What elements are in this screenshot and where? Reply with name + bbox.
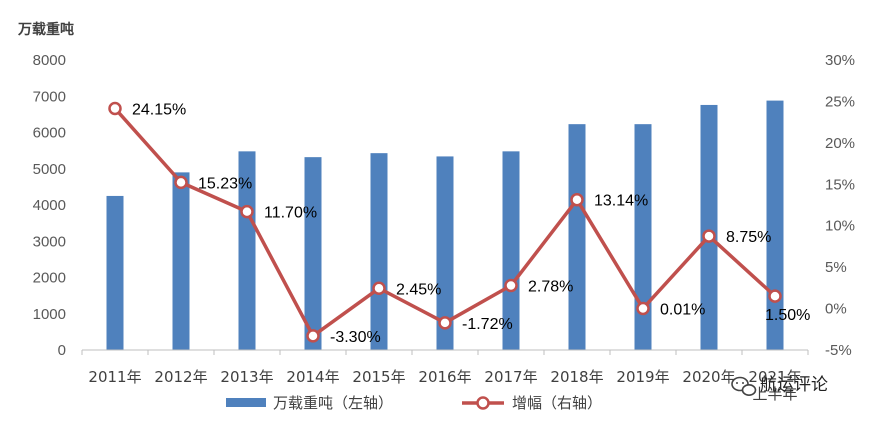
x-axis-tick-label: 2014年 [286, 368, 339, 386]
x-axis-tick-label: 2018年 [550, 368, 603, 386]
x-axis-tick-label: 2020年 [682, 368, 735, 386]
left-axis-tick: 4000 [33, 197, 66, 214]
left-axis-tick: 6000 [33, 125, 66, 142]
left-axis-tick: 2000 [33, 270, 66, 287]
line-point [240, 204, 254, 219]
x-axis-tick-label: 2015年 [352, 368, 405, 386]
line-data-label: 0.01% [660, 301, 705, 318]
line-series [108, 101, 782, 343]
line-point [504, 278, 518, 293]
line-point [372, 281, 386, 296]
x-axis-tick-label: 2013年 [220, 368, 273, 386]
right-axis-tick: 0% [825, 301, 847, 318]
x-axis-tick-label: 2017年 [484, 368, 537, 386]
line-point [306, 329, 320, 343]
x-axis-tick-label: 2021年上半年 [748, 368, 801, 403]
line-point [108, 101, 122, 116]
line-data-label: -3.30% [330, 329, 381, 346]
x-axis: 2011年 2012年 2013年 2014年 2015年 2016年 2017年 2018年… [81, 350, 809, 403]
right-axis: -5% 0% 5% 10% 15% 20% 25% 30% [825, 52, 855, 359]
left-axis-tick: 0 [58, 342, 66, 359]
right-axis-tick: 25% [825, 93, 855, 110]
line-data-label: 15.23% [198, 175, 252, 192]
line-data-label: -1.72% [462, 316, 513, 333]
line-data-label: 2.78% [528, 279, 573, 296]
bar-series [106, 100, 784, 350]
right-axis-tick: -5% [825, 342, 852, 359]
right-axis-tick: 5% [825, 259, 847, 276]
legend-swatch-bar [226, 398, 266, 407]
legend-label-line: 增幅（右轴） [512, 394, 602, 412]
wechat-icon [731, 376, 757, 396]
bar [370, 153, 388, 350]
line-point [174, 175, 188, 190]
left-axis-unit-label: 万载重吨 [17, 21, 74, 38]
left-axis-tick: 8000 [33, 52, 66, 69]
right-axis-tick: 20% [825, 135, 855, 152]
bar [238, 151, 256, 350]
bar [436, 156, 454, 350]
line-point [438, 316, 452, 330]
left-axis-tick: 7000 [33, 88, 66, 105]
line-point [570, 192, 584, 207]
line-data-label: 11.70% [264, 205, 317, 222]
bar [766, 100, 784, 350]
right-axis-tick: 30% [825, 52, 855, 69]
bar [304, 157, 322, 350]
line-point [702, 229, 716, 243]
x-axis-tick-label: 2012年 [154, 368, 207, 386]
bar [568, 124, 586, 350]
x-axis-tick-label: 2011年 [88, 368, 141, 386]
line-data-label: 13.14% [594, 193, 648, 210]
right-axis-tick: 15% [825, 176, 855, 193]
line-data-label: 8.75% [726, 229, 771, 246]
left-axis-tick: 1000 [33, 306, 66, 323]
left-axis: 0 1000 2000 3000 4000 5000 6000 7000 8000 [33, 52, 66, 359]
bar [106, 195, 124, 350]
bar [502, 151, 520, 350]
watermark: 航运评论 [731, 375, 828, 396]
line-data-label: 24.15% [132, 101, 186, 118]
legend: 万载重吨（左轴） 增幅（右轴） [226, 394, 602, 412]
left-axis-tick: 3000 [33, 233, 66, 250]
legend-label-bar: 万载重吨（左轴） [273, 394, 393, 412]
line-point [768, 289, 782, 303]
legend-swatch-marker [476, 396, 490, 410]
line-data-label: 2.45% [396, 281, 441, 298]
bar [634, 124, 652, 350]
line-data-label: 1.50% [765, 307, 810, 324]
line-point [636, 301, 650, 316]
watermark-text: 航运评论 [760, 375, 828, 395]
x-axis-tick-label: 2016年 [418, 368, 471, 386]
bar [700, 104, 718, 350]
bar [172, 172, 190, 350]
line-data-labels: 24.15% 15.23% 11.70% -3.30% 2.45% -1.72% 2.78%… [132, 101, 810, 345]
x-axis-tick-label: 2019年 [616, 368, 669, 386]
right-axis-tick: 10% [825, 218, 855, 235]
left-axis-tick: 5000 [33, 161, 66, 178]
